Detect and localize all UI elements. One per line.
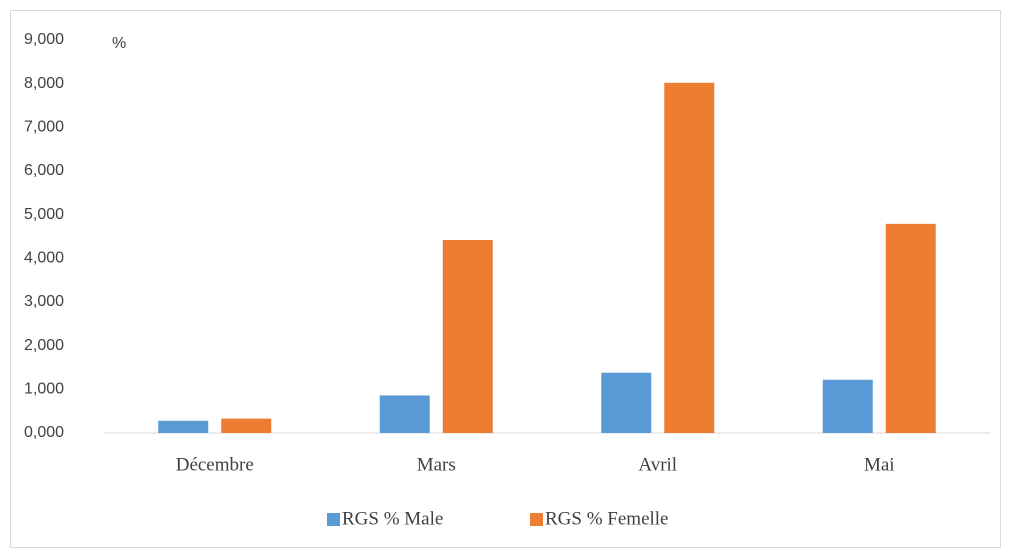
y-tick-label: 0,000: [24, 424, 64, 441]
y-tick-label: 5,000: [24, 206, 64, 223]
bar: [221, 418, 272, 433]
y-tick-label: 6,000: [24, 162, 64, 179]
y-tick-label: 3,000: [24, 293, 64, 310]
legend-swatch: [530, 513, 543, 526]
bar: [664, 82, 715, 433]
y-tick-label: 9,000: [24, 31, 64, 48]
legend-label: RGS % Femelle: [545, 508, 669, 529]
y-axis-label: %: [112, 35, 126, 52]
x-tick-label: Mai: [864, 454, 895, 475]
y-tick-label: 4,000: [24, 250, 64, 267]
x-tick-label: Mars: [417, 454, 456, 475]
bar: [442, 239, 493, 433]
x-tick-label: Avril: [638, 454, 677, 475]
bar: [158, 420, 209, 433]
chart-border: [10, 10, 1001, 548]
bar: [601, 372, 652, 433]
legend-label: RGS % Male: [342, 508, 443, 529]
y-tick-label: 1,000: [24, 381, 64, 398]
bar: [885, 223, 936, 433]
bar: [379, 395, 430, 433]
y-tick-label: 2,000: [24, 337, 64, 354]
bar: [822, 379, 873, 433]
y-tick-label: 7,000: [24, 119, 64, 136]
x-tick-label: Décembre: [176, 454, 254, 475]
legend-swatch: [327, 513, 340, 526]
y-tick-label: 8,000: [24, 75, 64, 92]
